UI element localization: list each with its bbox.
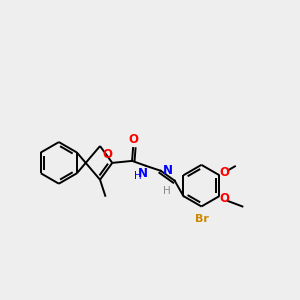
Text: H: H	[134, 171, 142, 181]
Text: O: O	[220, 192, 230, 205]
Text: Br: Br	[196, 214, 209, 224]
Text: N: N	[163, 164, 173, 177]
Text: O: O	[102, 148, 112, 161]
Text: O: O	[128, 133, 138, 146]
Text: H: H	[163, 186, 171, 196]
Text: O: O	[220, 166, 230, 179]
Text: N: N	[138, 167, 148, 180]
